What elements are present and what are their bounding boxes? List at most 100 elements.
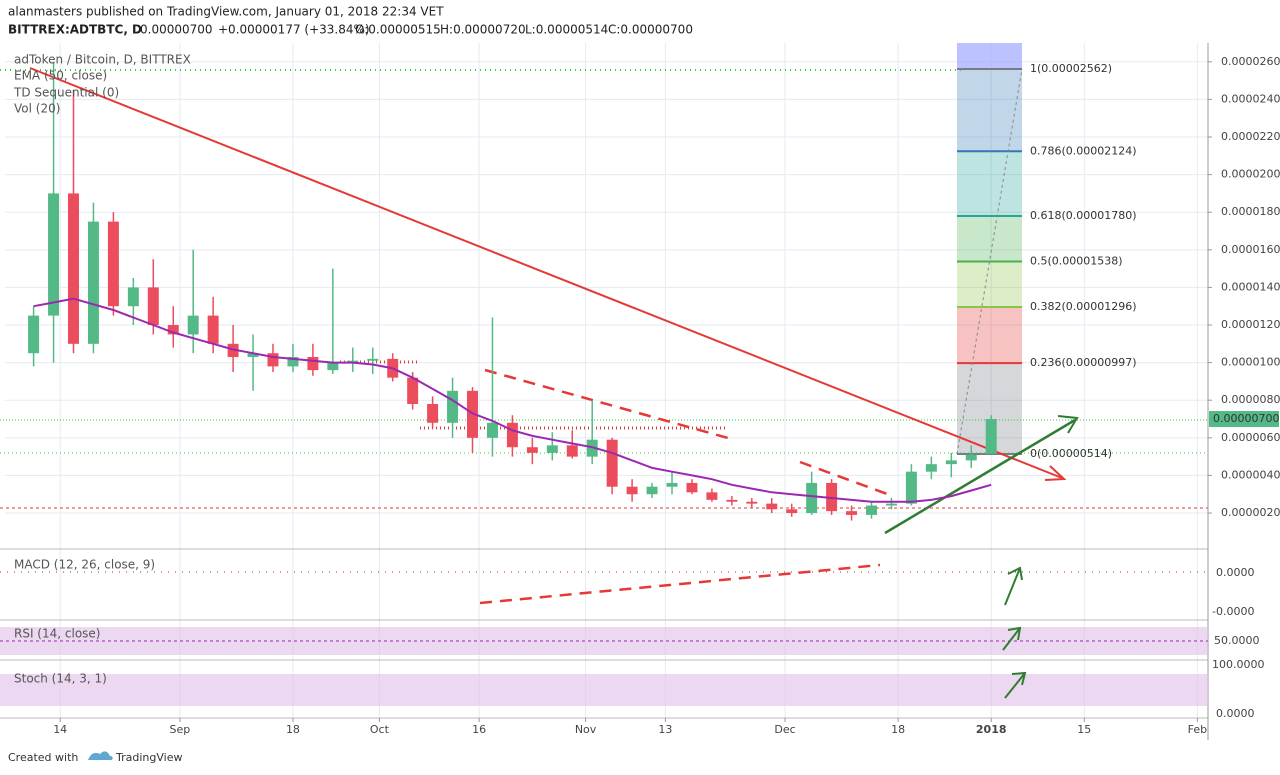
x-tick-label: 18 [891,723,905,736]
fib-guide [956,68,1023,455]
candle-body [407,377,419,404]
indicator-label: Vol (20) [14,102,60,116]
x-tick-label: Nov [575,723,597,736]
rsi-label: RSI (14, close) [14,627,100,641]
fib-band [957,68,1022,152]
candle-body [167,325,179,335]
drawing [799,460,891,497]
footer-created: Created with [8,751,78,764]
candle-body [207,315,219,344]
candle-body [307,356,319,371]
x-tick-label: 13 [658,723,672,736]
fib-label: 0(0.00000514) [1030,447,1112,460]
stoch-label: Stoch (14, 3, 1) [14,672,107,686]
candle-body [447,390,459,423]
stoch-band [0,674,1208,706]
fib-label: 0.786(0.00002124) [1030,144,1137,157]
candle-body [427,403,439,423]
candle-body [666,482,678,487]
candle-body [247,353,259,357]
candle-body [68,193,79,344]
pane-arrows [1002,566,1027,699]
candle-body [746,501,758,504]
fib-band [957,215,1022,262]
arrowhead [1057,415,1079,434]
x-tick-label: 16 [472,723,486,736]
candle-body [606,439,618,487]
candle-body [806,482,818,514]
candle-body [726,499,738,502]
candle-body [486,422,498,438]
close: C:0.00000700 [608,23,693,37]
low: L:0.00000514 [525,23,608,37]
candle-body [327,362,339,371]
candle-body [147,287,159,326]
change: +0.00000177 (+33.84%) [218,23,370,37]
macd-trendline [479,563,881,605]
candle-body [506,422,518,448]
price-badge [1209,411,1279,428]
fib-band [957,151,1022,216]
indicator-label: TD Sequential (0) [13,86,119,100]
footer-brand: TradingView [115,751,182,764]
last-price: 0.00000700 [140,23,213,37]
candle-body [885,503,897,506]
candle-body [48,193,60,316]
open: O:0.00000515 [355,23,441,37]
candle-body [905,471,917,504]
candle-body [626,486,638,495]
candle-body [566,445,578,457]
chart-title: adToken / Bitcoin, D, BITTREX [14,53,191,67]
x-tick-label: 14 [53,723,67,736]
candle-body [846,511,858,515]
x-tick-label: Feb [1188,723,1207,736]
fib-label: 0.618(0.00001780) [1030,209,1137,222]
legend-entry: EMA (50, close) [14,69,107,83]
rsi-band [0,627,1208,655]
candle-body [866,505,877,515]
macd-tick: 0.0000 [1216,566,1255,579]
fib-label: 0.5(0.00001538) [1030,254,1123,267]
candle-body [367,358,379,361]
x-tick-label: Oct [370,723,390,736]
candle-body [546,445,558,453]
candle-body [766,503,778,510]
arrowhead [1044,465,1067,481]
x-tick-label: 18 [286,723,300,736]
fib-band [957,306,1022,364]
fib-label: 1(0.00002562) [1030,62,1112,75]
y-tick-label: 0.00002600 [1221,55,1280,68]
candle-body [945,460,957,465]
candle-body [646,486,658,495]
plot: 1(0.00002562) 0.786(0.00002124) 0.618(0.00… [0,43,1212,718]
candle-body [87,221,99,344]
rsi-tick: 50.0000 [1214,634,1260,647]
candle-body [107,221,119,307]
drawing [484,368,736,442]
fib-band [957,261,1022,307]
x-tick-label: 15 [1077,723,1091,736]
candle-body [267,353,279,367]
fib-label: 0.236(0.00000997) [1030,356,1137,369]
stoch-tick: 100.0000 [1212,658,1265,671]
byline: alanmasters published on TradingView.com… [8,5,444,19]
logo [88,751,113,760]
candle-body [786,509,798,514]
candle-body [28,315,40,354]
candle-body [706,492,718,500]
candle-body [965,454,977,461]
symbol: BITTREX:ADTBTC, D [8,23,142,37]
stoch-tick: 0.0000 [1216,707,1255,720]
